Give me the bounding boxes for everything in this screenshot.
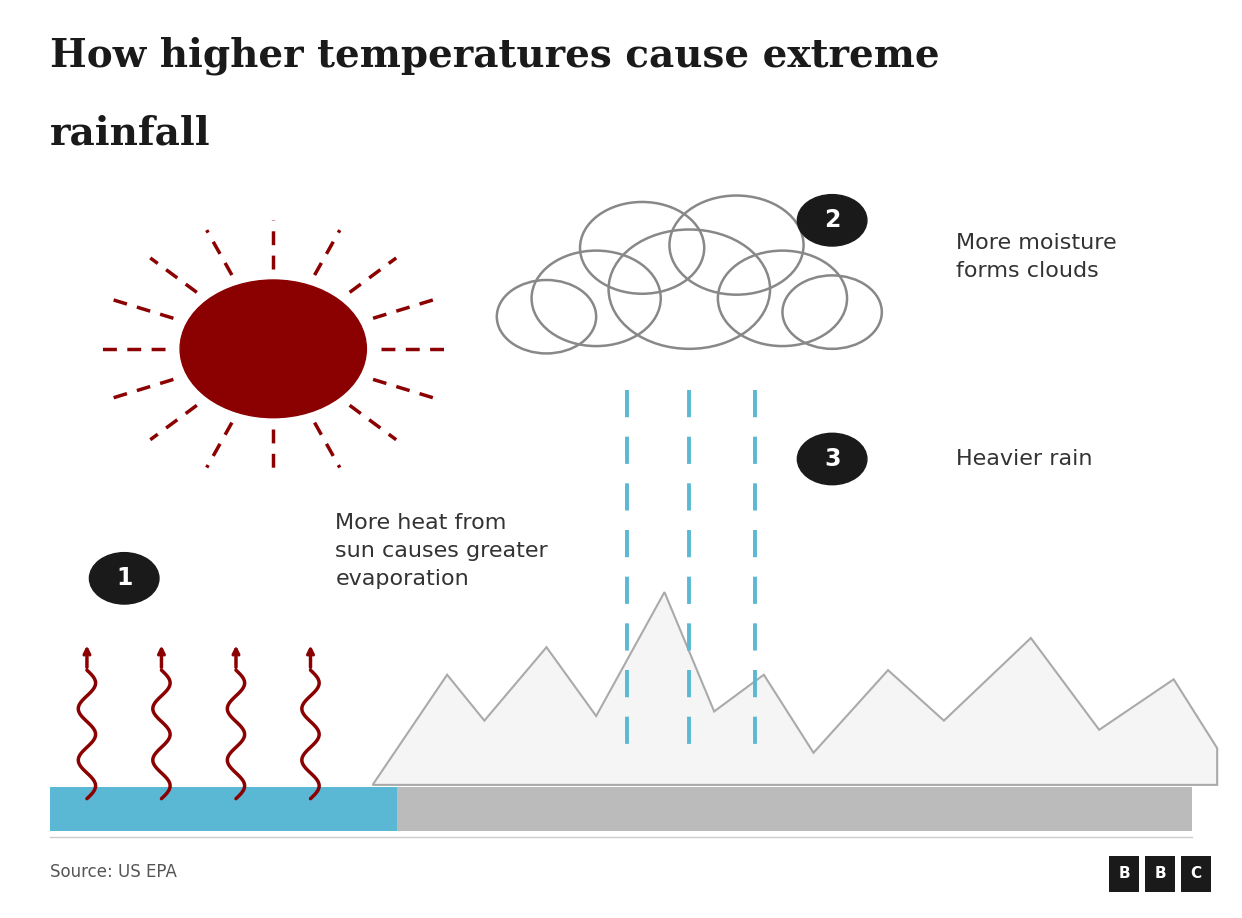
FancyBboxPatch shape [1145,856,1175,892]
Text: rainfall: rainfall [50,115,210,152]
Circle shape [497,280,596,353]
Circle shape [797,195,867,246]
Circle shape [782,275,882,349]
Text: 3: 3 [823,447,841,471]
Text: C: C [1191,867,1201,881]
Text: B: B [1118,867,1130,881]
Text: Source: US EPA: Source: US EPA [50,863,176,881]
FancyBboxPatch shape [1109,856,1139,892]
FancyBboxPatch shape [50,787,1192,831]
Text: 1: 1 [116,566,133,590]
Circle shape [89,553,159,604]
Circle shape [180,280,366,418]
Circle shape [609,230,770,349]
FancyBboxPatch shape [50,787,397,831]
Circle shape [532,251,661,346]
Text: How higher temperatures cause extreme: How higher temperatures cause extreme [50,37,939,75]
FancyBboxPatch shape [1181,856,1211,892]
Text: B: B [1154,867,1166,881]
Circle shape [669,196,804,295]
Text: More moisture
forms clouds: More moisture forms clouds [956,233,1117,281]
Text: 2: 2 [823,208,841,232]
Circle shape [580,202,704,294]
Circle shape [797,433,867,485]
Text: More heat from
sun causes greater
evaporation: More heat from sun causes greater evapor… [335,513,548,588]
Text: Heavier rain: Heavier rain [956,449,1093,469]
Circle shape [718,251,847,346]
Polygon shape [373,592,1217,785]
